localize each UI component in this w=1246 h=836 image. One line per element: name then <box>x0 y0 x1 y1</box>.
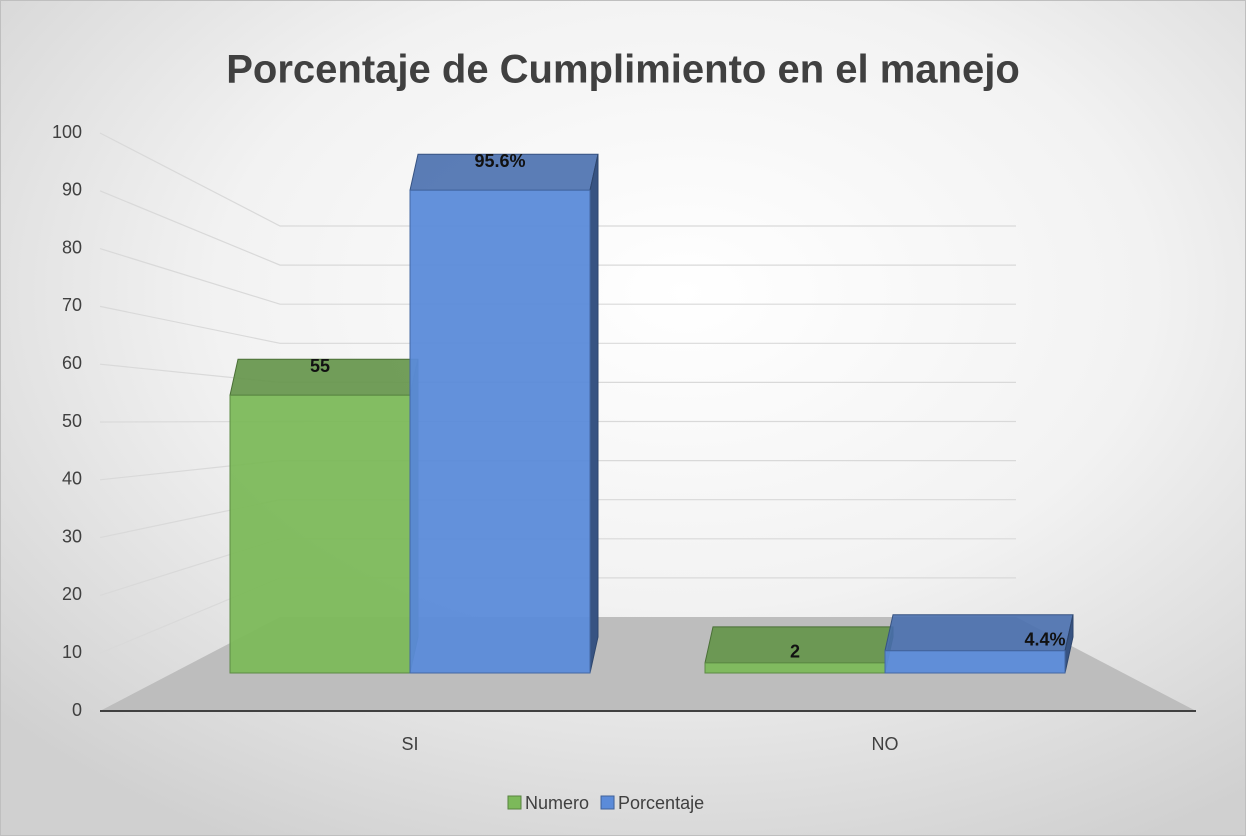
legend-label: Numero <box>525 793 589 813</box>
grid-line <box>99 248 1016 305</box>
y-tick-label: 0 <box>72 700 82 720</box>
grid-line <box>99 305 1016 344</box>
y-tick-label: 90 <box>62 180 82 200</box>
data-label: 55 <box>310 356 330 376</box>
data-label: 4.4% <box>1024 630 1065 650</box>
bar <box>884 650 1066 674</box>
x-tick-label: SI <box>401 734 418 754</box>
x-tick-label: NO <box>872 734 899 754</box>
y-tick-label: 10 <box>62 642 82 662</box>
legend-swatch <box>600 795 615 810</box>
y-tick-label: 20 <box>62 584 82 604</box>
grid-line <box>99 132 1016 227</box>
bar <box>409 189 591 674</box>
bar <box>704 662 886 674</box>
bar <box>229 394 411 674</box>
y-tick-label: 70 <box>62 295 82 315</box>
y-tick-label: 100 <box>52 122 82 142</box>
y-tick-label: 30 <box>62 526 82 546</box>
legend-label: Porcentaje <box>618 793 704 813</box>
y-tick-label: 40 <box>62 469 82 489</box>
data-label: 2 <box>790 642 800 662</box>
grid-line <box>99 190 1016 266</box>
y-tick-label: 60 <box>62 353 82 373</box>
legend-swatch <box>507 795 522 810</box>
y-tick-label: 80 <box>62 237 82 257</box>
bar-side <box>589 154 599 674</box>
data-label: 95.6% <box>474 151 525 171</box>
chart-title: Porcentaje de Cumplimiento en el manejo <box>226 48 1020 92</box>
y-tick-label: 50 <box>62 411 82 431</box>
